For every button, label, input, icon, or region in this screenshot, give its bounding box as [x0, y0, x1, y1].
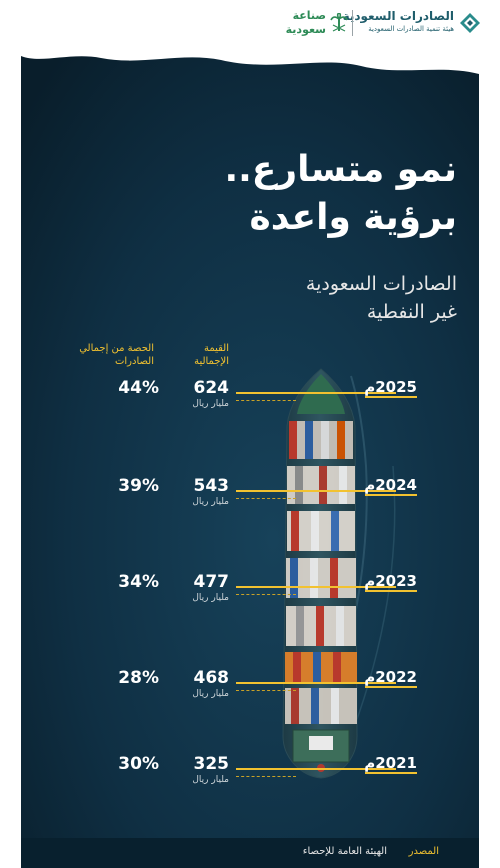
header-bar: الصادرات السعودية هيئة تنمية الصادرات ال…: [0, 0, 500, 46]
data-row: 30% 325 مليار ريال 2021م: [21, 754, 479, 794]
share-value: 39%: [118, 476, 159, 496]
row-rule: [236, 768, 396, 770]
data-row: 44% 624 مليار ريال 2025م: [21, 378, 479, 418]
value-unit: مليار ريال: [192, 775, 229, 785]
logo-divider: [352, 10, 353, 36]
share-value: 28%: [118, 668, 159, 688]
year-label: 2024م: [364, 476, 417, 496]
data-row: 28% 468 مليار ريال 2022م: [21, 668, 479, 708]
source-text: الهيئة العامة للإحصاء: [302, 846, 387, 857]
value-unit: مليار ريال: [192, 593, 229, 603]
infographic-poster: نمو متسارع.. برؤية واعدة الصادرات السعود…: [21, 46, 479, 868]
value-unit: مليار ريال: [192, 497, 229, 507]
share-column-header: الحصة من إجمالي الصادرات: [68, 342, 154, 368]
export-value: 624: [193, 378, 230, 398]
value-unit: مليار ريال: [192, 399, 229, 409]
value-column-header: القيمة الإجمالية: [169, 342, 229, 368]
year-label: 2025م: [364, 378, 417, 398]
headline-line-2: برؤية واعدة: [249, 197, 457, 238]
row-rule: [236, 586, 396, 588]
value-header-line-2: الإجمالية: [194, 356, 229, 367]
year-label: 2023م: [364, 572, 417, 592]
export-value: 468: [193, 668, 230, 688]
data-row: 39% 543 مليار ريال 2024م: [21, 476, 479, 516]
row-rule: [236, 490, 396, 492]
logo-title: الصادرات السعودية: [342, 9, 454, 23]
export-value: 477: [193, 572, 230, 592]
export-value: 325: [193, 754, 230, 774]
row-rule: [236, 682, 396, 684]
row-rule: [236, 392, 396, 394]
headline-line-1: نمو متسارع..: [224, 149, 457, 190]
export-value: 543: [193, 476, 230, 496]
row-rule-dashed: [236, 400, 296, 401]
value-header-line-1: القيمة: [203, 343, 229, 354]
logo-subtitle: هيئة تنمية الصادرات السعودية: [368, 25, 454, 33]
palm-emblem-icon: [330, 13, 348, 32]
share-header-text: الحصة من إجمالي الصادرات: [79, 343, 154, 367]
share-value: 44%: [118, 378, 159, 398]
logo-line-1: صناعة: [292, 9, 326, 22]
diamond-logo-icon: [460, 13, 480, 33]
share-value: 30%: [118, 754, 159, 774]
logo-line-2: سعودية: [285, 23, 326, 36]
value-unit: مليار ريال: [192, 689, 229, 699]
ship-illustration: [21, 46, 479, 868]
row-rule-dashed: [236, 690, 296, 691]
subheadline-line-1: الصادرات السعودية: [305, 273, 457, 295]
row-rule-dashed: [236, 498, 296, 499]
year-label: 2021م: [364, 754, 417, 774]
made-in-saudi-logo: صناعة سعودية: [282, 7, 348, 39]
share-value: 34%: [118, 572, 159, 592]
subheadline-line-2: غير النفطية: [366, 301, 457, 323]
source-footer: المصدر الهيئة العامة للإحصاء: [21, 838, 479, 868]
data-row: 34% 477 مليار ريال 2023م: [21, 572, 479, 612]
row-rule-dashed: [236, 594, 296, 595]
saudi-exports-logo: الصادرات السعودية هيئة تنمية الصادرات ال…: [340, 7, 480, 39]
year-label: 2022م: [364, 668, 417, 688]
row-rule-dashed: [236, 776, 296, 777]
source-label: المصدر: [408, 846, 439, 857]
